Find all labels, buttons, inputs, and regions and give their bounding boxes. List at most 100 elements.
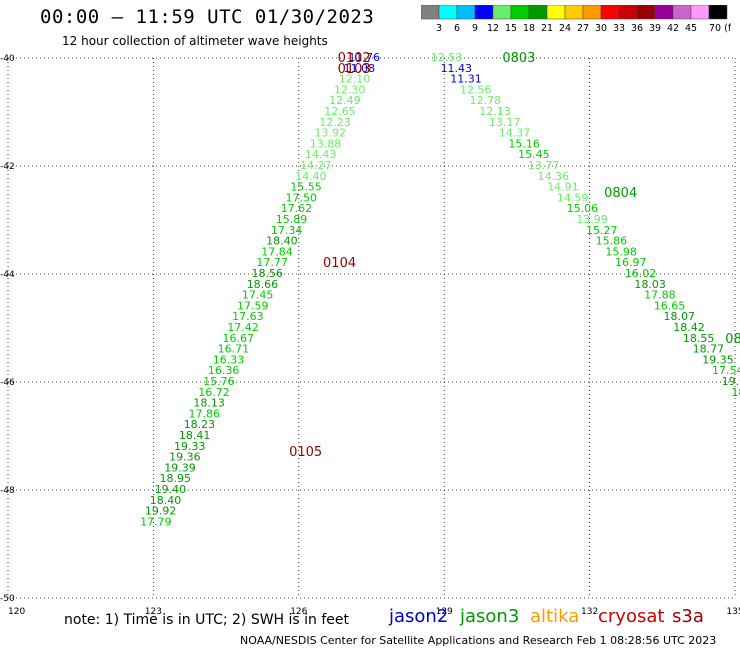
wave-height-value: 12.49: [329, 94, 361, 107]
wave-height-value: 18.03: [634, 278, 666, 291]
wave-height-value: 15.76: [203, 375, 235, 388]
wave-height-value: 16.33: [213, 353, 245, 366]
wave-height-value: 18.42: [673, 321, 705, 334]
credit-line: NOAA/NESDIS Center for Satellite Applica…: [240, 634, 717, 647]
wave-height-value: 17.54: [712, 364, 740, 377]
wave-height-value: 18.23: [184, 418, 216, 431]
x-tick-label: 126: [290, 607, 307, 617]
wave-height-value: 18.66: [247, 278, 279, 291]
wave-height-value: 13.99: [576, 213, 608, 226]
wave-height-value: 14.59: [557, 191, 589, 204]
wave-height-value: 12.30: [334, 83, 366, 96]
scale-label: 18: [523, 23, 535, 34]
time-label: 0104: [323, 256, 356, 271]
wave-height-value: 16.67: [222, 332, 254, 345]
wave-height-value: 18.07: [664, 310, 696, 323]
wave-height-value: 14.27: [300, 159, 332, 172]
footnote: note: 1) Time is in UTC; 2) SWH is in fe…: [64, 612, 350, 628]
wave-height-value: 19.33: [174, 440, 206, 453]
wave-height-value: 17.50: [285, 191, 317, 204]
time-label: 0102: [338, 51, 371, 66]
wave-height-value: 17.34: [271, 224, 303, 237]
wave-height-value: 11.31: [450, 73, 482, 86]
time-label: 0804: [604, 186, 637, 201]
wave-height-value: 18.77: [693, 343, 725, 356]
wave-height-value: 16.72: [198, 386, 230, 399]
wave-height-value: 15.16: [508, 137, 540, 150]
wave-height-value: 17.86: [189, 407, 221, 420]
wave-height-value: 15.86: [596, 235, 628, 248]
wave-height-value: 16.02: [625, 267, 657, 280]
scale-label: 3: [436, 23, 442, 34]
y-tick-label: -48: [0, 486, 15, 496]
x-tick-label: 123: [145, 607, 162, 617]
wave-height-value: 16.65: [654, 299, 686, 312]
wave-height-value: 19.35: [702, 353, 734, 366]
x-tick-label: 129: [436, 607, 453, 617]
scale-label: 45: [685, 23, 697, 34]
scale-label: 39: [649, 23, 661, 34]
scale-label: 30: [595, 23, 607, 34]
wave-height-value: 12.13: [479, 105, 511, 118]
wave-height-value: 14.40: [295, 170, 327, 183]
wave-height-value: 12.23: [319, 116, 351, 129]
wave-height-value: 18.56: [252, 267, 284, 280]
wave-height-value: 14.37: [499, 127, 531, 140]
scale-label: 15: [505, 23, 517, 34]
scale-label: 21: [541, 23, 553, 34]
wave-height-value: 17.45: [242, 289, 274, 302]
scale-label: 42: [667, 23, 679, 34]
wave-height-value: 12.10: [339, 73, 371, 86]
scale-label: 70 (ft): [709, 23, 731, 34]
y-tick-label: -42: [0, 162, 15, 172]
x-tick-label: 135: [726, 607, 740, 617]
wave-height-value: 13.92: [315, 127, 347, 140]
scale-label: 33: [613, 23, 625, 34]
wave-height-value: 16.71: [218, 343, 250, 356]
wave-height-value: 12.78: [470, 94, 502, 107]
satellite-label-jason3: jason3: [460, 606, 520, 627]
x-tick-label: 132: [581, 607, 598, 617]
scale-label: 6: [454, 23, 460, 34]
time-label: 0105: [289, 445, 322, 460]
wave-height-value: 14.36: [538, 170, 570, 183]
wave-height-value: 18.13: [193, 397, 225, 410]
wave-height-value: 12.56: [460, 83, 492, 96]
wave-height-value: 19.39: [164, 461, 196, 474]
satellite-label-jason2: jason2: [389, 606, 449, 627]
wave-height-value: 15.06: [567, 202, 599, 215]
wave-height-value: 19.92: [145, 505, 177, 518]
wave-height-value: 18.55: [683, 332, 715, 345]
wave-height-value: 16.97: [615, 256, 647, 269]
time-label: 0803: [502, 51, 535, 66]
wave-height-value: 15.98: [605, 245, 637, 258]
wave-height-value: 11.43: [441, 62, 473, 75]
satellite-label-altika: altika: [530, 606, 580, 627]
scale-label: 24: [559, 23, 571, 34]
wave-height-value: 14.43: [305, 148, 337, 161]
scale-label: 9: [472, 23, 478, 34]
wave-height-value: 17.42: [227, 321, 259, 334]
satellite-label-cryosat: cryosat: [598, 606, 665, 627]
wave-height-value: 17.63: [232, 310, 264, 323]
time-label: 0103: [338, 62, 371, 77]
wave-height-value: 17.88: [644, 289, 676, 302]
wave-height-value: 11.76: [348, 51, 380, 64]
wave-height-value: 15.89: [276, 213, 308, 226]
wave-height-value: 17.62: [281, 202, 313, 215]
y-tick-label: -40: [0, 54, 15, 64]
wave-height-value: 12.53: [431, 51, 463, 64]
wave-height-value: 15.45: [518, 148, 550, 161]
wave-height-value: 18.40: [266, 235, 298, 248]
wave-height-value: 18.68: [731, 386, 740, 399]
wave-height-value: 17.59: [237, 299, 269, 312]
wave-height-value: 13.88: [310, 137, 342, 150]
wave-height-value: 19.36: [169, 451, 201, 464]
wave-height-value: 18.95: [159, 472, 191, 485]
wave-height-value: 13.17: [489, 116, 521, 129]
wave-height-value: 19.07: [722, 375, 740, 388]
scale-label: 27: [577, 23, 589, 34]
